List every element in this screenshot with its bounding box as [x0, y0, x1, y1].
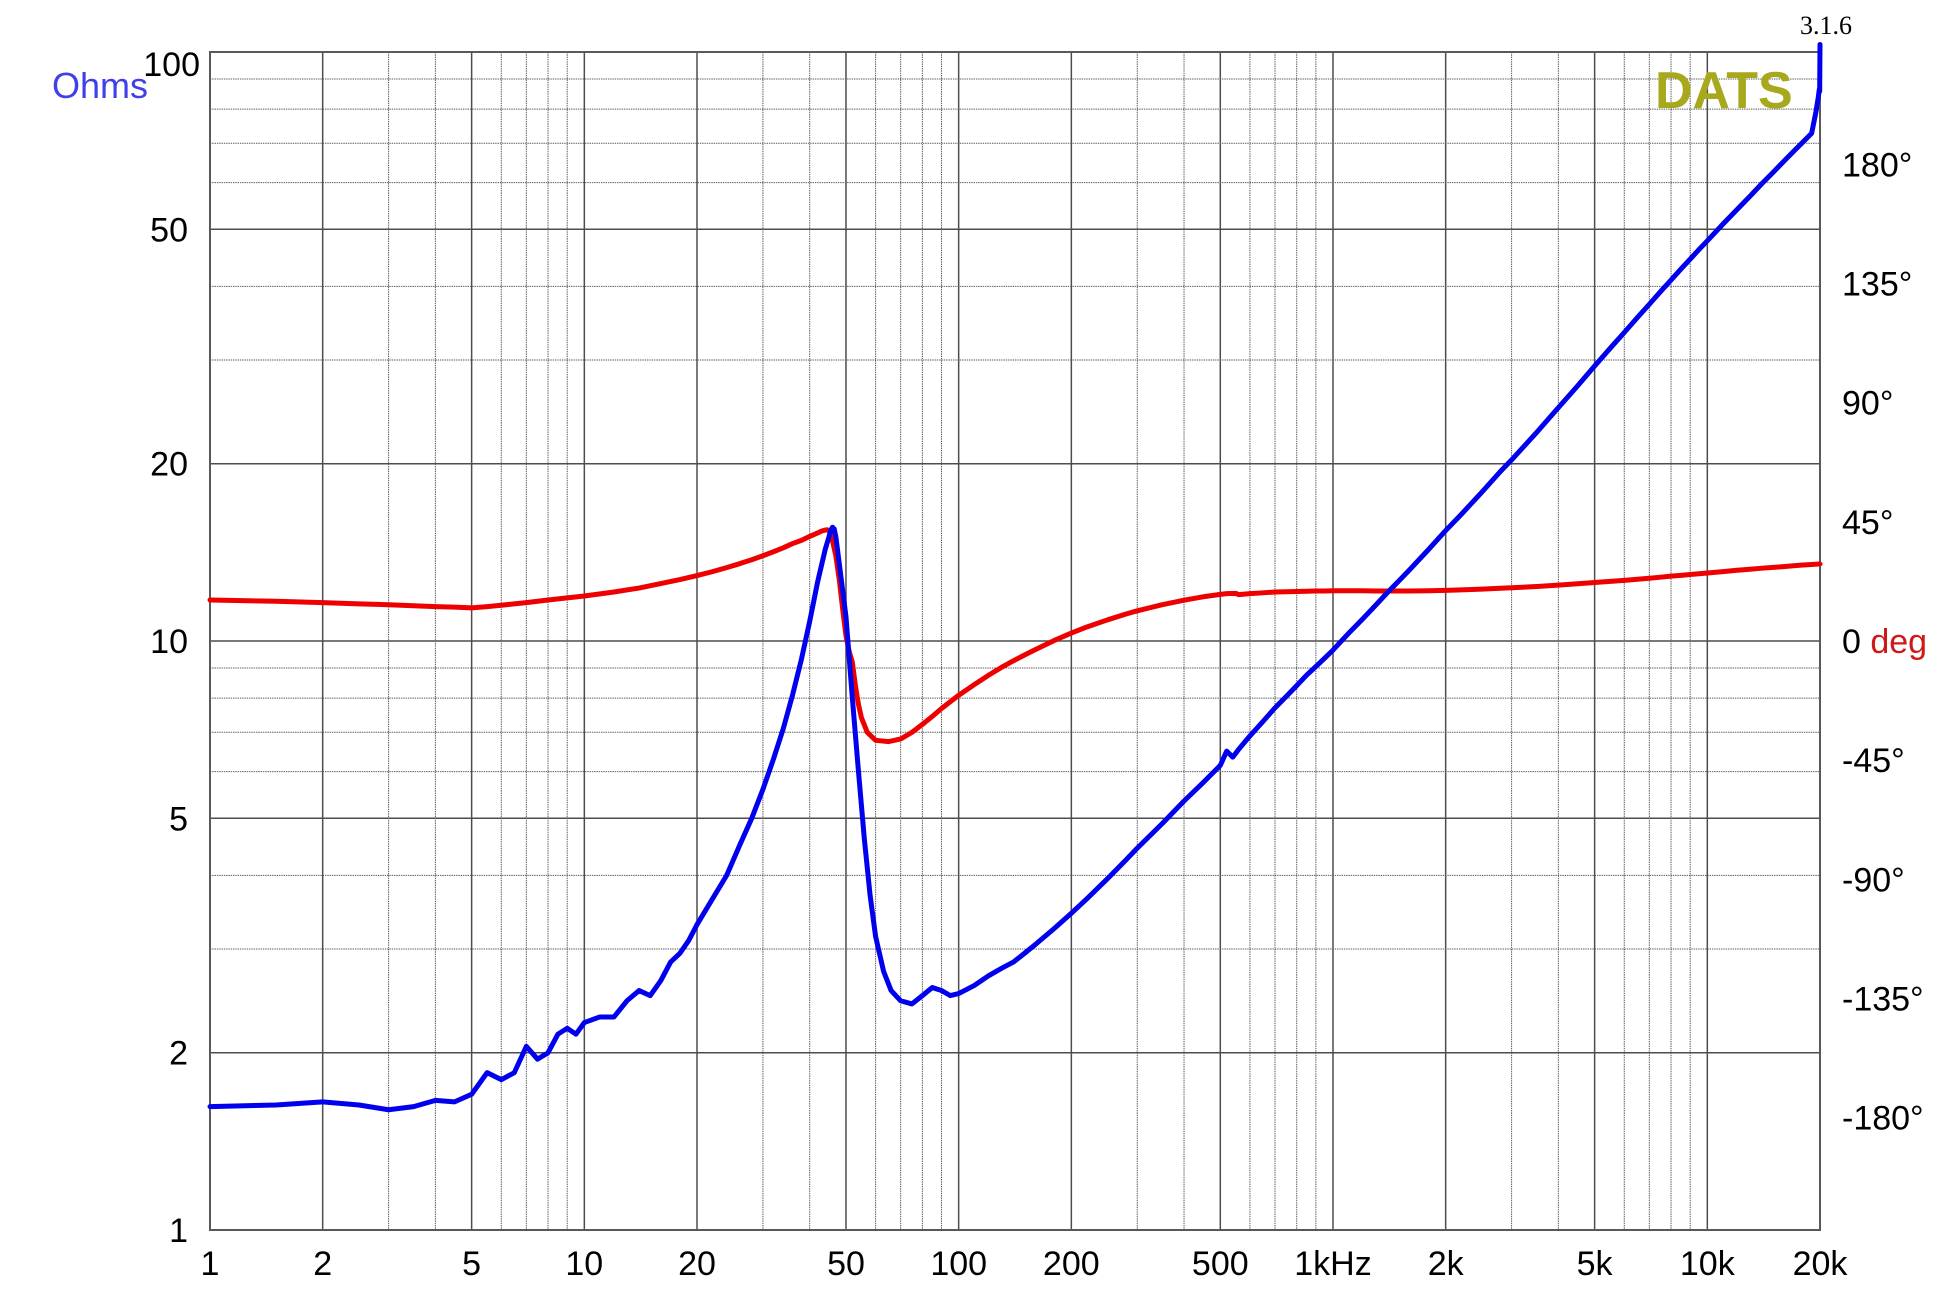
svg-text:1: 1	[169, 1212, 188, 1250]
svg-text:DATS: DATS	[1655, 62, 1793, 120]
svg-text:-90°: -90°	[1842, 861, 1905, 899]
svg-text:2: 2	[169, 1035, 188, 1073]
svg-text:10: 10	[565, 1245, 603, 1283]
svg-text:50: 50	[827, 1245, 865, 1283]
svg-text:2: 2	[313, 1245, 332, 1283]
svg-text:2k: 2k	[1428, 1245, 1465, 1283]
svg-text:20k: 20k	[1793, 1245, 1849, 1283]
svg-text:100: 100	[143, 46, 200, 84]
svg-text:90°: 90°	[1842, 385, 1893, 423]
svg-text:200: 200	[1043, 1245, 1100, 1283]
svg-text:5: 5	[169, 800, 188, 838]
svg-text:45°: 45°	[1842, 504, 1893, 542]
svg-text:10: 10	[150, 623, 188, 661]
svg-text:50: 50	[150, 211, 188, 249]
svg-text:-45°: -45°	[1842, 742, 1905, 780]
svg-text:5: 5	[462, 1245, 481, 1283]
svg-text:-135°: -135°	[1842, 981, 1924, 1019]
svg-text:20: 20	[150, 446, 188, 484]
svg-text:180°: 180°	[1842, 146, 1912, 184]
svg-text:135°: 135°	[1842, 266, 1912, 304]
svg-text:10k: 10k	[1680, 1245, 1736, 1283]
svg-text:-180°: -180°	[1842, 1100, 1924, 1138]
svg-text:1kHz: 1kHz	[1294, 1245, 1371, 1283]
svg-text:5k: 5k	[1577, 1245, 1614, 1283]
svg-text:3.1.6: 3.1.6	[1800, 11, 1852, 40]
svg-text:100: 100	[930, 1245, 987, 1283]
svg-text:20: 20	[678, 1245, 716, 1283]
svg-text:0 deg: 0 deg	[1842, 623, 1927, 661]
svg-text:Ohms: Ohms	[52, 65, 148, 106]
svg-text:500: 500	[1192, 1245, 1249, 1283]
svg-text:1: 1	[201, 1245, 220, 1283]
